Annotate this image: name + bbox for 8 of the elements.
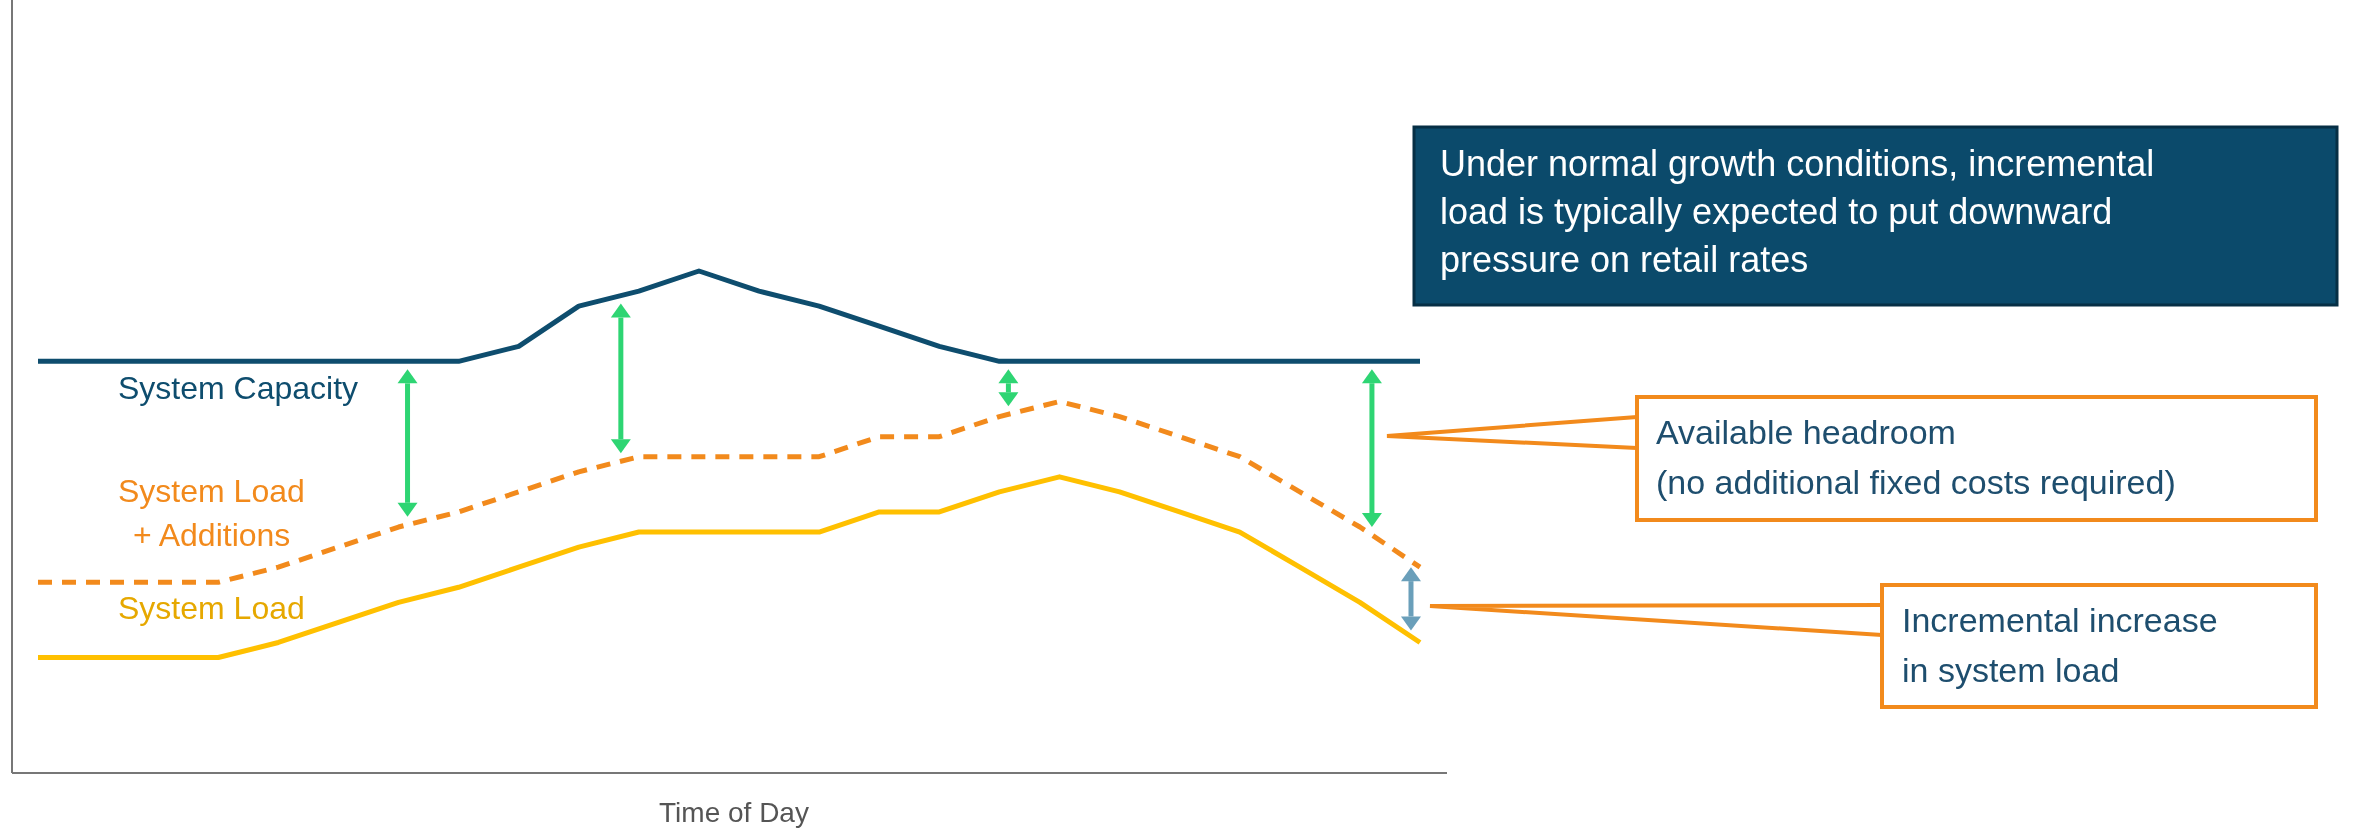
text-box: Under normal growth conditions, incremental load is typically expected to put downward pressure on retail rates bbox=[1412, 125, 2339, 307]
series-label: System Load + Additions bbox=[118, 473, 305, 554]
series-label: System Capacity bbox=[118, 370, 359, 407]
x-axis-title: Time of Day bbox=[659, 797, 809, 828]
text: Incremental increase in system load bbox=[1902, 601, 2218, 689]
text: Available headroom (no additional fixed costs required) bbox=[1656, 413, 2176, 501]
annotation: Under normal growth conditions, incremental load is typically expected to put downward pressure on retail rates bbox=[1440, 143, 2155, 280]
series-label: System Load bbox=[118, 589, 305, 626]
